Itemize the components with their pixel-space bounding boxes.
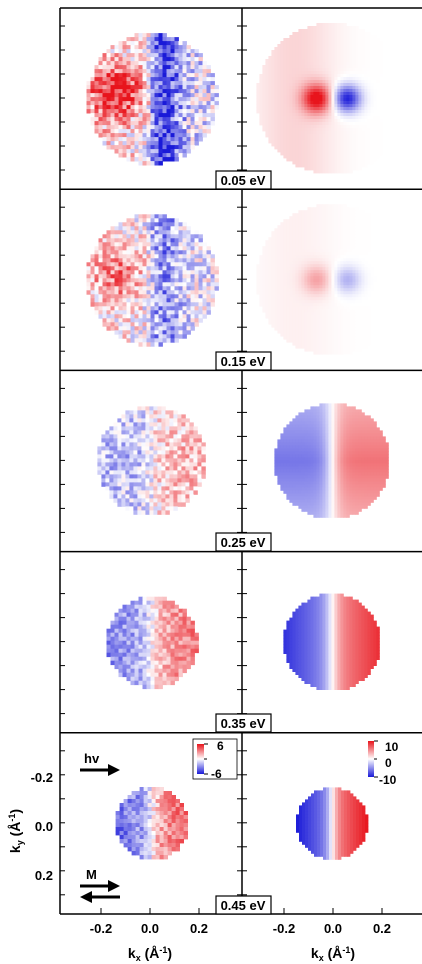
energy-label-2: 0.15 eV [221,354,266,369]
energy-label-4: 0.35 eV [221,716,266,731]
x-tick-label: 0.0 [324,921,342,936]
x-tick-label: -0.2 [273,921,295,936]
y-tick-label: 0.0 [35,819,53,834]
colorbar-exp-max: 6 [217,739,224,753]
experiment-map [115,787,188,860]
calculation-map [274,403,389,518]
colorbar-calc-max: 10 [385,740,399,754]
experiment-map [86,214,219,347]
energy-label-3: 0.25 eV [221,535,266,550]
photon-label: hv [84,751,100,766]
y-tick-label: -0.2 [31,770,53,785]
colorbar-calculation: 10 0 -10 [368,740,399,787]
map-layer [86,23,407,860]
magnetization-arrows: M [80,867,120,903]
colorbar-experiment: 6 -6 [192,738,238,781]
colorbar-calc-mid: 0 [385,756,392,770]
calculation-map [256,23,407,174]
calculation-map [256,204,407,355]
y-tick-labels: -0.2 0.0 0.2 [31,770,53,883]
x-axis-title-right: kx (Å-1) [311,945,355,963]
x-tick-label: 0.2 [373,921,391,936]
experiment-map [86,33,219,166]
x-tick-label: -0.2 [90,921,112,936]
x-tick-label: 0.2 [190,921,208,936]
magnetization-label: M [86,867,97,882]
x-tick-label: 0.0 [141,921,159,936]
calculation-map [296,787,369,860]
experiment-map [97,406,206,515]
colorbar-exp-min: -6 [211,767,222,781]
calculation-map [283,593,380,690]
y-axis-title: ky (Å-1) [7,809,25,853]
energy-label-5: 0.45 eV [221,898,266,913]
energy-label-1: 0.05 eV [221,173,266,188]
photon-arrow: hv [80,751,120,776]
x-axis-title-left: kx (Å-1) [128,945,172,963]
colorbar-calc-min: -10 [379,773,397,787]
x-tick-labels: -0.2 0.0 0.2 -0.2 0.0 0.2 [90,921,391,936]
experiment-map [106,596,199,690]
energy-labels: 0.05 eV 0.15 eV 0.25 eV 0.35 eV 0.45 eV [215,170,272,915]
panel-frames [59,7,422,915]
y-tick-label: 0.2 [35,868,53,883]
